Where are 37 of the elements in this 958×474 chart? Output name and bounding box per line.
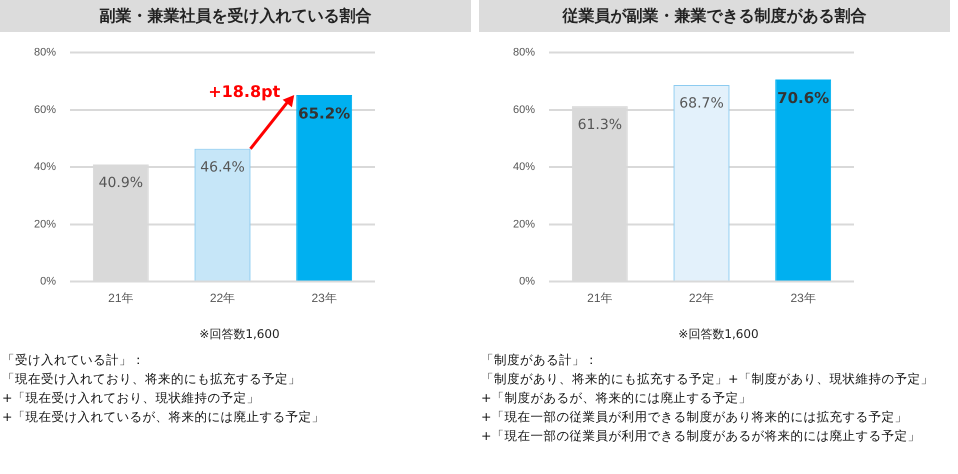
data-label: 70.6% [777, 88, 830, 107]
text: 「現在受け入れており、将来的にも拡充する予定」 [2, 370, 302, 388]
text: 「制度があり、将来的にも拡充する予定」+「制度があり、現状維持の予定」 [481, 370, 934, 388]
chart-title: 従業員が副業・兼業できる制度がある割合 [479, 0, 950, 32]
text: +「制度があるが、将来的には廃止する予定」 [481, 389, 752, 407]
text: +「現在一部の従業員が利用できる制度があり将来的には拡充する予定」 [481, 408, 908, 426]
text: 「受け入れている計」： [2, 351, 146, 369]
text: ※回答数1,600 [198, 326, 281, 343]
x-tick-label: 23年 [790, 291, 816, 306]
y-tick-label: 60% [512, 104, 536, 116]
y-tick-label: 20% [34, 218, 56, 230]
text: +「現在一部の従業員が利用できる制度があるが将来的には廃止する予定」 [481, 427, 922, 445]
x-tick-label: 21年 [108, 291, 134, 306]
text: +「現在受け入れているが、将来的には廃止する予定」 [2, 408, 324, 426]
y-tick-label: 0% [519, 276, 536, 288]
y-tick-label: 40% [512, 161, 536, 174]
text: 「制度がある計」： [481, 351, 599, 369]
text: +「現在受け入れており、現状維持の予定」 [2, 389, 260, 407]
x-tick-label: 23年 [311, 291, 337, 306]
y-tick-label: 80% [34, 46, 56, 59]
x-tick-label: 22年 [210, 291, 236, 306]
x-tick-label: 22年 [688, 291, 714, 306]
y-tick-label: 40% [34, 161, 56, 174]
y-tick-label: 60% [34, 104, 56, 116]
data-label: 40.9% [98, 175, 144, 192]
data-label: 61.3% [578, 116, 622, 133]
chart-title: 副業・兼業社員を受け入れている割合 [0, 0, 471, 32]
bar [775, 80, 832, 281]
y-tick-label: 0% [40, 276, 56, 288]
y-tick-label: 20% [512, 218, 536, 230]
x-tick-label: 21年 [587, 291, 613, 306]
annotation: +18.8pt [208, 82, 281, 102]
data-label: 68.7% [679, 96, 724, 112]
data-label: 65.2% [298, 104, 350, 122]
y-tick-label: 80% [512, 46, 536, 59]
data-label: 46.4% [200, 159, 245, 176]
text: ※回答数1,600 [677, 326, 760, 343]
